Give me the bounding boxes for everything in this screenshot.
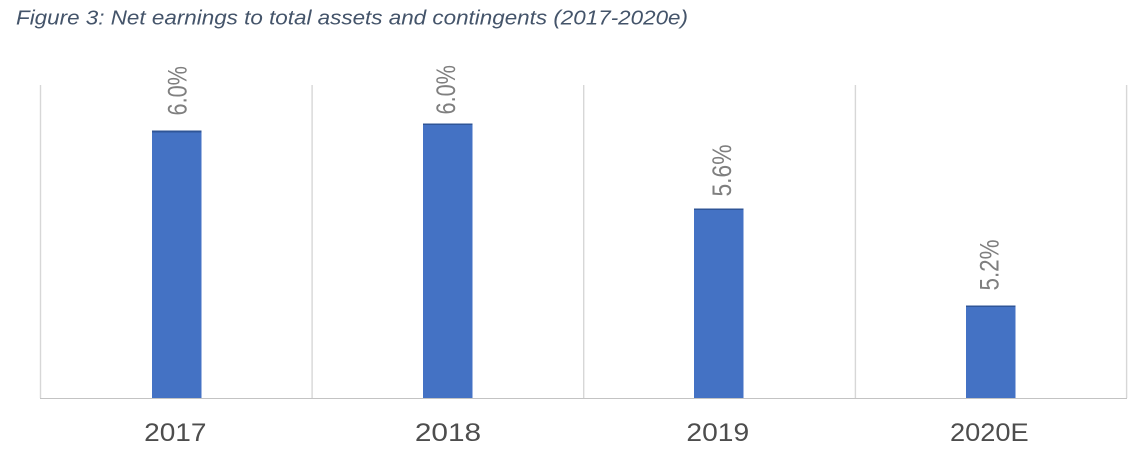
svg-text:5.2%: 5.2% [975, 240, 1005, 291]
svg-text:6.0%: 6.0% [162, 66, 192, 116]
svg-text:6.0%: 6.0% [431, 65, 461, 115]
svg-text:2018: 2018 [415, 419, 481, 447]
svg-text:2017: 2017 [144, 419, 206, 447]
svg-text:Figure 3: Net earnings to tota: Figure 3: Net earnings to total assets a… [16, 8, 688, 30]
svg-text:2019: 2019 [686, 419, 749, 447]
svg-text:5.6%: 5.6% [707, 145, 737, 197]
svg-text:2020E: 2020E [950, 419, 1029, 447]
